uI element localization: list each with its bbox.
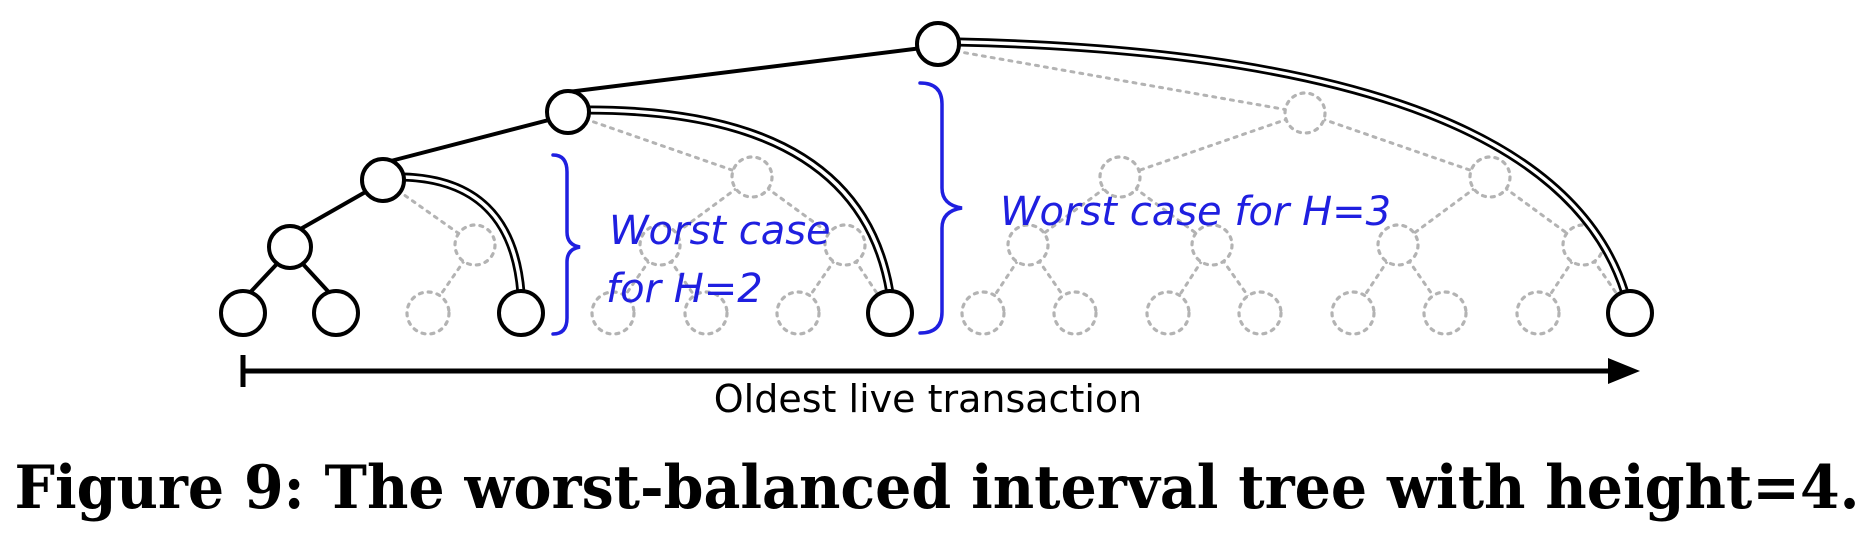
ghost-nodes bbox=[405, 91, 1605, 336]
double-arc-large bbox=[957, 37, 1630, 295]
double-arc-small bbox=[402, 172, 526, 294]
double-arc-medium bbox=[587, 105, 895, 294]
ghost-edges bbox=[381, 46, 1632, 315]
axis-label: Oldest live transaction bbox=[714, 377, 1142, 421]
brace-h3 bbox=[918, 81, 963, 335]
figure-caption: Figure 9: The worst-balanced interval tr… bbox=[15, 453, 1860, 523]
root-node bbox=[915, 21, 961, 67]
solid-nodes bbox=[219, 21, 1654, 337]
annotation-h2-line1: Worst case bbox=[609, 208, 831, 254]
annotation-h3: Worst case for H=3 bbox=[1000, 189, 1391, 235]
brace-h2 bbox=[551, 153, 581, 336]
annotation-h2-line2: for H=2 bbox=[606, 266, 763, 312]
timeline-arrow bbox=[240, 355, 1640, 387]
